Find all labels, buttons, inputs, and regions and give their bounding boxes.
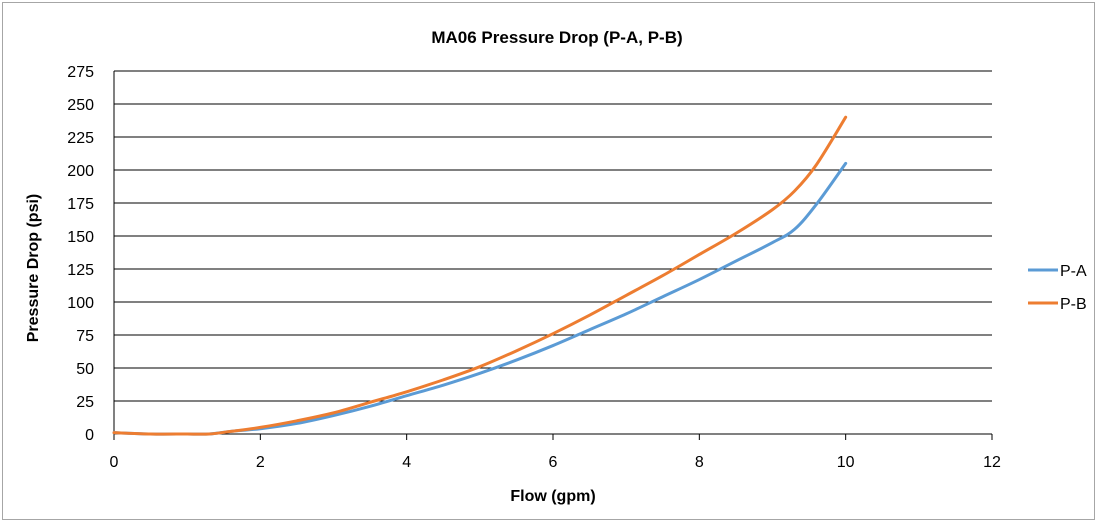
gridlines	[114, 70, 992, 402]
x-tick-label-6: 6	[549, 454, 558, 471]
x-tick-label-8: 8	[695, 454, 704, 471]
y-tick-label-175: 175	[67, 196, 94, 213]
y-tick-label-50: 50	[76, 361, 94, 378]
legend-label-P-A: P-A	[1060, 263, 1087, 280]
y-tick-label-0: 0	[85, 427, 94, 444]
series-lines	[112, 115, 848, 436]
y-tick-label-125: 125	[67, 262, 94, 279]
y-tick-label-25: 25	[76, 394, 94, 411]
x-tick-label-12: 12	[983, 454, 1001, 471]
y-tick-label-200: 200	[67, 163, 94, 180]
y-tick-label-150: 150	[67, 229, 94, 246]
x-axis-title: Flow (gpm)	[510, 488, 595, 505]
legend-label-P-B: P-B	[1060, 296, 1087, 313]
x-tick-label-10: 10	[837, 454, 855, 471]
y-tick-label-75: 75	[76, 328, 94, 345]
chart-title: MA06 Pressure Drop (P-A, P-B)	[431, 28, 682, 47]
x-tick-label-0: 0	[110, 454, 119, 471]
x-tick-labels: 0 2 4 6 8 10 12	[110, 454, 1001, 471]
y-tick-label-250: 250	[67, 97, 94, 114]
legend: P-A P-B	[1028, 263, 1087, 313]
series-line-P-A	[112, 161, 848, 436]
axes	[113, 71, 993, 440]
series-line-P-B	[112, 115, 848, 436]
y-tick-label-275: 275	[67, 64, 94, 81]
x-tick-label-2: 2	[256, 454, 265, 471]
x-tick-label-4: 4	[402, 454, 411, 471]
y-axis-title: Pressure Drop (psi)	[25, 194, 42, 342]
y-tick-label-100: 100	[67, 295, 94, 312]
y-tick-label-225: 225	[67, 130, 94, 147]
y-tick-labels: 0 25 50 75 100 125 150 175 200 225 250 275	[67, 64, 94, 444]
